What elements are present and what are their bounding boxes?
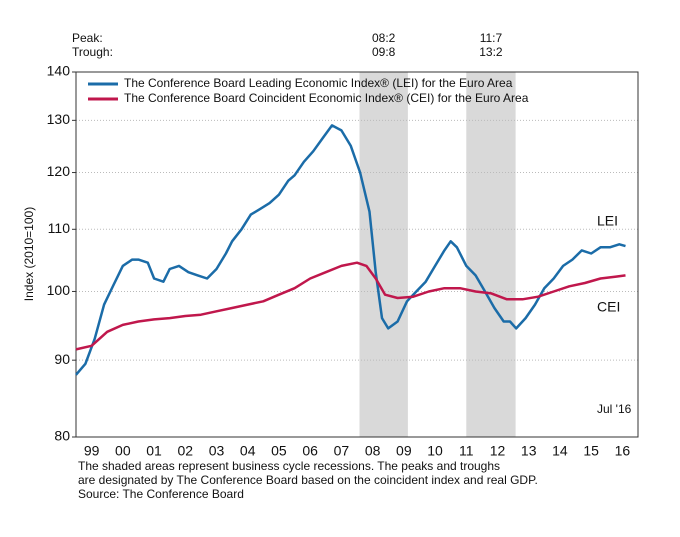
recession-shade (466, 72, 516, 437)
x-tick-label: 00 (115, 443, 131, 459)
y-tick-label: 110 (48, 220, 71, 236)
y-tick-label: 130 (47, 111, 71, 127)
series-line (75, 261, 626, 351)
recession-trough: 09:8 (372, 45, 396, 59)
y-tick-label: 140 (47, 63, 71, 79)
x-tick-label: 14 (552, 443, 568, 459)
y-tick-label: 100 (47, 282, 71, 298)
plot-frame (75, 71, 639, 438)
x-tick-label: 03 (209, 443, 225, 459)
x-tick-label: 13 (521, 443, 537, 459)
recession-peak: 08:2 (372, 31, 396, 45)
x-tick-label: 08 (365, 443, 381, 459)
trough-label: Trough: (72, 45, 113, 59)
peak-label: Peak: (72, 31, 103, 45)
series-label: CEI (597, 299, 620, 315)
x-tick-label: 99 (84, 443, 100, 459)
series-line (75, 124, 626, 376)
x-tick-label: 04 (240, 443, 256, 459)
x-tick-label: 01 (146, 443, 162, 459)
legend-label: The Conference Board Leading Economic In… (124, 76, 513, 90)
x-tick-label: 06 (302, 443, 318, 459)
y-tick-label: 90 (54, 351, 70, 367)
y-axis-label: Index (2010=100) (22, 207, 36, 301)
x-tick-label: 09 (396, 443, 412, 459)
legend-label: The Conference Board Coincident Economic… (124, 91, 529, 105)
footnote: Source: The Conference Board (78, 487, 244, 501)
x-tick-label: 16 (615, 443, 631, 459)
x-tick-label: 10 (427, 443, 443, 459)
recession-shade (359, 72, 408, 437)
y-tick-label: 80 (54, 428, 70, 444)
x-tick-label: 12 (490, 443, 506, 459)
x-tick-label: 02 (177, 443, 193, 459)
y-tick-label: 120 (47, 163, 71, 179)
series-label: LEI (597, 213, 618, 229)
footnote: The shaded areas represent business cycl… (78, 459, 500, 473)
x-tick-label: 15 (583, 443, 599, 459)
annotation: Jul '16 (597, 402, 632, 416)
recession-peak: 11:7 (480, 31, 503, 45)
x-tick-label: 11 (459, 443, 474, 459)
x-tick-label: 07 (334, 443, 350, 459)
recession-trough: 13:2 (479, 45, 503, 59)
x-tick-label: 05 (271, 443, 287, 459)
footnote: are designated by The Conference Board b… (78, 473, 538, 487)
